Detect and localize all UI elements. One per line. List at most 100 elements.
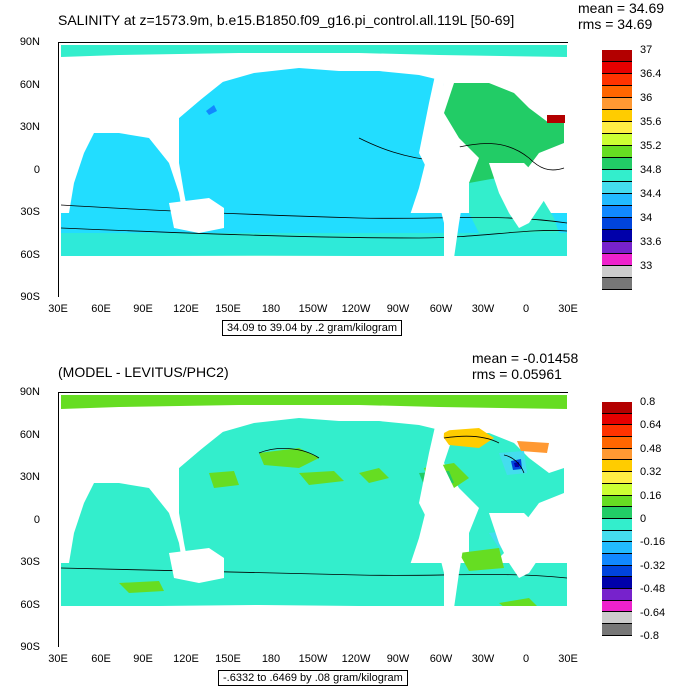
lon-label: 90W [386,653,410,665]
anomaly-patch [119,581,164,593]
colorbar-label: 35.2 [640,140,662,152]
lon-label: 120W [341,653,371,665]
anomaly-panel: (MODEL - LEVITUS/PHC2) mean = -0.01458 r… [0,350,700,700]
atlantic-ocean [444,433,564,568]
colorbar-segment [602,266,632,278]
lat-label: 0 [33,514,40,526]
land-australia [169,198,224,233]
colorbar-segment [602,448,632,461]
pacific-ocean [179,418,444,598]
colorbar-segment [602,483,632,496]
lon-label: 30W [471,653,495,665]
colorbar-label: -0.8 [640,630,659,642]
colorbar-label: 0 [640,513,647,525]
mean-stat: mean = 34.69 [578,0,665,16]
colorbar-segment [602,565,632,578]
colorbar-segment [602,518,632,531]
arctic-ocean [61,45,567,57]
range-label: -.6332 to .6469 by .08 gram/kilogram [218,670,408,686]
range-label: 34.09 to 39.04 by .2 gram/kilogram [222,320,402,336]
colorbar [602,402,632,636]
colorbar-segment [602,254,632,266]
anomaly-high [439,428,494,448]
colorbar-segment [602,218,632,230]
colorbar-label: -0.48 [640,583,666,596]
colorbar [602,50,632,290]
anomaly-patch [259,448,319,468]
anomaly-patch [209,471,239,488]
indian-ocean [69,133,184,233]
lon-label: 30E [48,303,68,315]
colorbar-label: 35.6 [640,116,662,128]
lat-label: 60S [20,599,40,611]
colorbar-label: -0.16 [640,536,666,549]
colorbar-segment [602,624,632,636]
colorbar-segment [602,158,632,170]
anomaly-high [517,441,549,453]
colorbar-label: 0.16 [640,489,662,502]
rms-stat: rms = 34.69 [578,16,653,32]
lon-label: 60E [91,653,111,665]
lon-label: 180 [261,653,281,665]
colorbar-segment [602,589,632,601]
colorbar-segment [602,206,632,218]
pacific-ocean [179,68,444,248]
colorbar-segment [602,242,632,254]
lon-label: 120E [173,653,199,665]
anomaly-map-svg [59,393,569,648]
land-americas [419,57,559,258]
lon-label: 150W [298,303,328,315]
colorbar-segment [602,577,632,589]
lon-label: 180 [261,303,281,315]
lat-label: 90N [19,386,40,398]
colorbar-label: 33.6 [640,236,662,248]
colorbar-label: 37 [640,44,653,56]
colorbar-segment [602,495,632,508]
lat-label: 60S [20,249,40,261]
colorbar-segment [602,50,632,62]
land-antarctica [61,606,567,646]
indian-ocean [69,483,184,583]
colorbar-segment [602,74,632,86]
land-antarctica [61,256,567,296]
colorbar-segment [602,425,632,438]
colorbar-segment [602,146,632,158]
colorbar-segment [602,472,632,484]
colorbar-segment [602,553,632,566]
lon-label: 90E [133,653,153,665]
colorbar-segment [602,182,632,194]
colorbar-segment [602,110,632,122]
anomaly-patch [299,471,344,485]
colorbar-label: 36 [640,92,653,104]
lat-label: 90N [19,36,40,48]
mean-stat: mean = -0.01458 [472,350,579,366]
colorbar-segment [602,86,632,98]
colorbar-segment [602,460,632,473]
land-africa [489,163,549,228]
colorbar-label: 0.32 [640,466,662,479]
colorbar-segment [602,612,632,625]
southern-ocean-south [61,233,567,256]
lon-label: 60W [429,653,453,665]
lon-label: 90E [133,303,153,315]
colorbar-label: 36.4 [640,68,662,80]
colorbar-segment [602,62,632,74]
lat-label: 30S [20,556,40,568]
salinity-map [58,42,569,298]
colorbar-label: -0.32 [640,559,666,572]
lon-label: 150E [215,653,241,665]
colorbar-label: 0.8 [640,396,656,408]
lat-label: 30S [20,206,40,218]
lat-label: 60N [19,429,40,441]
salinity-map-svg [59,43,569,298]
rms-stat: rms = 0.05961 [472,366,562,382]
colorbar-segment [602,530,632,543]
colorbar-segment [602,278,632,290]
colorbar-label: 34.8 [640,164,662,176]
lat-label: 0 [33,164,40,176]
colorbar-label: 0.48 [640,442,662,455]
lon-label: 0 [522,653,530,665]
colorbar-label: 34 [640,212,653,224]
panel-title: (MODEL - LEVITUS/PHC2) [58,364,229,380]
lon-label: 0 [522,303,530,315]
